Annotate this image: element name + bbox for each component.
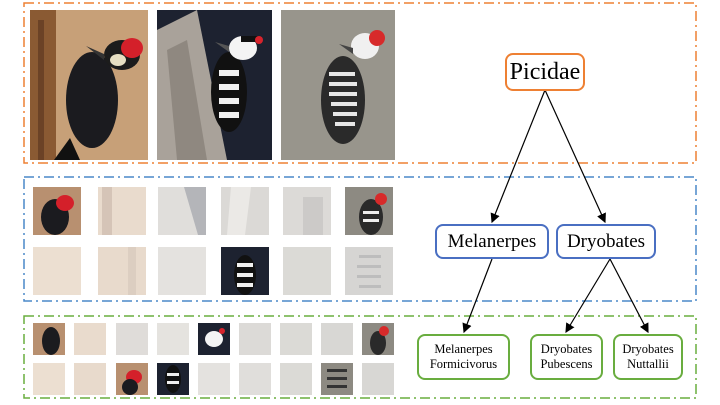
species-patch-1 — [33, 323, 65, 355]
genus-patch-5 — [283, 187, 331, 235]
family-level-frame — [23, 2, 697, 164]
node-picidae-label: Picidae — [509, 58, 581, 85]
species-patch-6 — [239, 323, 271, 355]
species-patch-12 — [116, 363, 148, 395]
genus-patch-1 — [33, 187, 81, 235]
edge-dryobates-nuttallii — [609, 258, 649, 334]
species-1-line1: Melanerpes — [434, 342, 493, 356]
species-patch-13 — [157, 363, 189, 395]
nuttalls-woodpecker-image — [281, 10, 395, 160]
species-3-line2: Nuttallii — [627, 357, 669, 371]
species-patch-14 — [198, 363, 230, 395]
species-1-line2: Formicivorus — [429, 357, 498, 371]
species-patch-10 — [33, 363, 65, 395]
species-3-line1: Dryobates — [622, 342, 674, 356]
node-dryobates-nuttallii: Dryobates Nuttallii — [613, 334, 683, 380]
species-level-frame — [23, 315, 697, 399]
genus-patch-6 — [345, 187, 393, 235]
downy-woodpecker-image — [157, 10, 272, 160]
edge-melanerpes-formicivorus — [462, 258, 493, 334]
species-patch-3 — [116, 323, 148, 355]
species-2-line2: Pubescens — [540, 357, 593, 371]
species-patch-9 — [362, 323, 394, 355]
species-patch-7 — [280, 323, 312, 355]
species-patch-18 — [362, 363, 394, 395]
species-patch-2 — [74, 323, 106, 355]
node-melanerpes-label: Melanerpes — [447, 230, 537, 252]
species-patch-8 — [321, 323, 353, 355]
node-melanerpes-formicivorus: Melanerpes Formicivorus — [417, 334, 510, 380]
genus-patch-2 — [98, 187, 146, 235]
genus-level-frame — [23, 176, 697, 302]
genus-patch-10 — [221, 247, 269, 295]
node-picidae: Picidae — [505, 53, 585, 91]
genus-patch-7 — [33, 247, 81, 295]
genus-patch-8 — [98, 247, 146, 295]
genus-patch-11 — [283, 247, 331, 295]
species-patch-15 — [239, 363, 271, 395]
species-patch-11 — [74, 363, 106, 395]
node-melanerpes: Melanerpes — [435, 224, 549, 259]
genus-patch-4 — [221, 187, 269, 235]
edge-dryobates-pubescens — [565, 258, 611, 334]
genus-patch-9 — [158, 247, 206, 295]
species-patch-5 — [198, 323, 230, 355]
edge-picidae-melanerpes — [490, 89, 546, 224]
node-dryobates-label: Dryobates — [566, 230, 646, 252]
species-patch-16 — [280, 363, 312, 395]
node-dryobates-pubescens: Dryobates Pubescens — [530, 334, 603, 380]
edge-picidae-dryobates — [544, 89, 606, 224]
genus-patch-12 — [345, 247, 393, 295]
node-dryobates: Dryobates — [556, 224, 656, 259]
species-2-line1: Dryobates — [540, 342, 593, 356]
genus-patch-3 — [158, 187, 206, 235]
species-patch-17 — [321, 363, 353, 395]
species-patch-4 — [157, 323, 189, 355]
acorn-woodpecker-image — [30, 10, 148, 160]
